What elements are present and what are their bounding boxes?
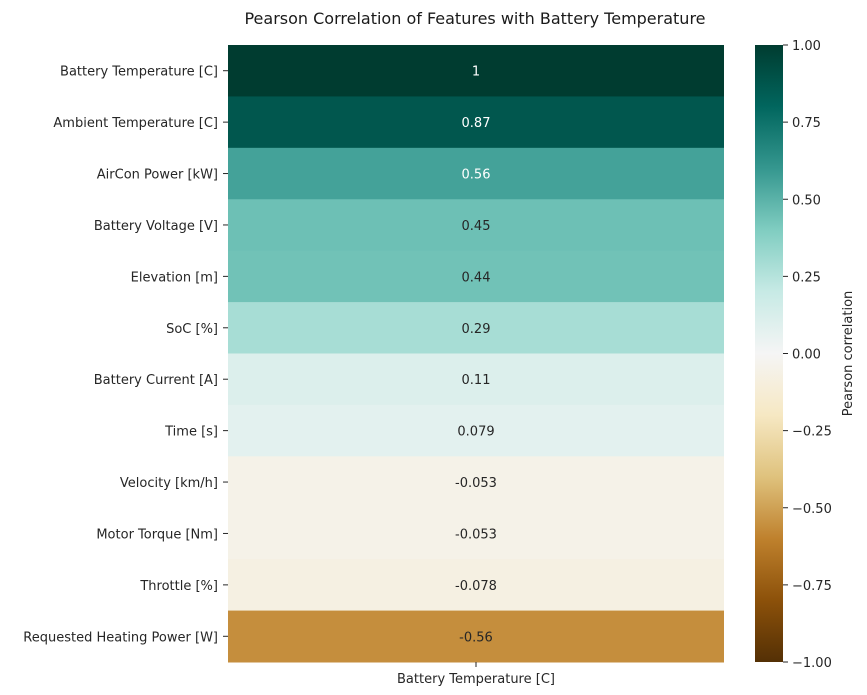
colorbar-tick-label: −1.00 [792, 656, 832, 671]
heatmap-cell [228, 147, 724, 200]
y-tick-label: SoC [%] [166, 322, 218, 337]
y-tick-label: Time [s] [164, 425, 218, 440]
cell-annotation: 0.45 [462, 219, 491, 234]
cell-annotation: 0.079 [457, 425, 494, 440]
heatmap-cells [228, 45, 724, 663]
y-tick-label: Velocity [km/h] [120, 476, 218, 491]
y-tick-label: AirCon Power [kW] [97, 168, 218, 183]
colorbar-tick-label: −0.50 [792, 502, 832, 517]
cell-annotation: -0.078 [455, 579, 497, 594]
cell-annotation: 0.29 [462, 322, 491, 337]
x-tick-label: Battery Temperature [C] [397, 672, 555, 687]
heatmap-cell [228, 302, 724, 354]
y-tick-label: Ambient Temperature [C] [53, 116, 218, 131]
colorbar-label: Pearson correlation [841, 291, 856, 417]
heatmap-cell [228, 45, 724, 97]
cell-annotation: 0.11 [462, 373, 491, 388]
y-tick-label: Battery Voltage [V] [94, 219, 218, 234]
cell-annotation: 0.87 [462, 116, 491, 131]
heatmap-cell [228, 250, 724, 303]
colorbar-tick-label: 0.50 [792, 193, 821, 208]
y-tick-label: Throttle [%] [139, 579, 218, 594]
heatmap-cell [228, 199, 724, 252]
cell-annotation: 0.44 [462, 270, 491, 285]
heatmap-cell [228, 404, 724, 457]
colorbar-tick-label: 0.25 [792, 270, 821, 285]
cell-annotation: -0.053 [455, 527, 497, 542]
cell-annotation: -0.053 [455, 476, 497, 491]
cell-annotation: 0.56 [462, 168, 491, 183]
colorbar [755, 45, 783, 662]
heatmap-cell [228, 96, 724, 149]
cell-annotation: -0.56 [459, 630, 493, 645]
y-tick-label: Battery Temperature [C] [60, 65, 218, 80]
colorbar-tick-label: −0.25 [792, 425, 832, 440]
heatmap-cell [228, 507, 724, 560]
y-tick-label: Elevation [m] [131, 270, 218, 285]
y-tick-label: Motor Torque [Nm] [96, 527, 218, 542]
colorbar-tick-label: 1.00 [792, 39, 821, 54]
colorbar-ticks: 1.00 0.75 0.50 0.25 0.00 −0.25 −0.50 −0.75 −1.00 [783, 39, 832, 671]
colorbar-tick-label: −0.75 [792, 579, 832, 594]
y-tick-label: Requested Heating Power [W] [23, 630, 218, 645]
heatmap-cell [228, 559, 724, 612]
y-tick-label: Battery Current [A] [94, 373, 218, 388]
cell-annotation: 1 [472, 65, 480, 80]
cell-annotations: 1 0.87 0.56 0.45 0.44 0.29 0.11 0.079 -0.053 -0.0… [455, 65, 497, 646]
colorbar-tick-label: 0.00 [792, 348, 821, 363]
y-axis-ticks: Battery Temperature [C] Ambient Temperatu… [23, 65, 228, 645]
heatmap-cell [228, 456, 724, 509]
heatmap-cell [228, 353, 724, 406]
x-axis-ticks: Battery Temperature [C] [397, 662, 555, 687]
heatmap-cell [228, 610, 724, 663]
colorbar-tick-label: 0.75 [792, 116, 821, 131]
chart-title: Pearson Correlation of Features with Bat… [244, 9, 705, 28]
